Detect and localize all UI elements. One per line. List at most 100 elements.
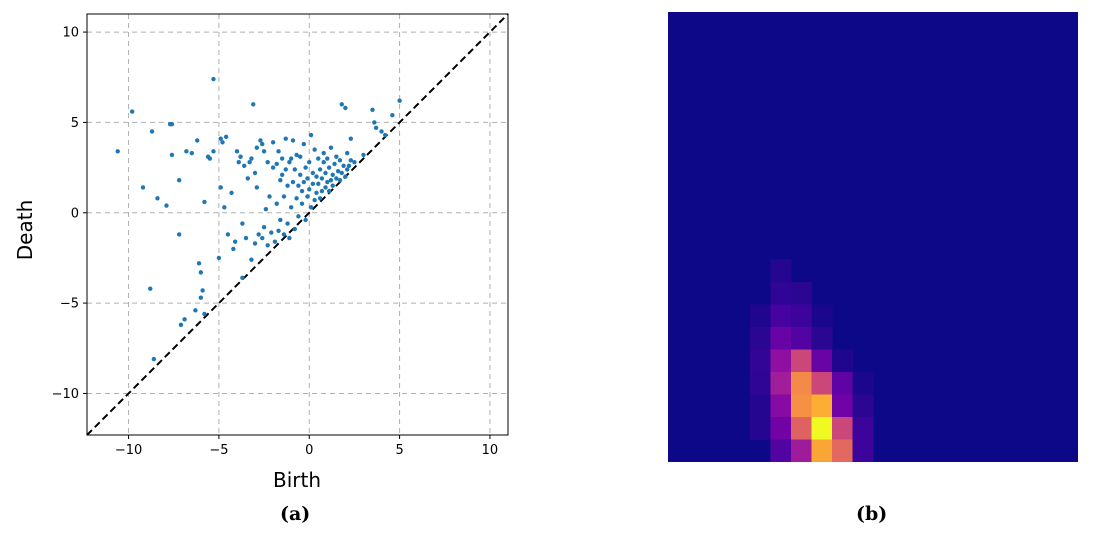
scatter-point (283, 136, 288, 141)
scatter-point (249, 156, 254, 161)
heatmap-cell (750, 304, 771, 328)
scatter-point (325, 156, 330, 161)
scatter-point (240, 275, 245, 281)
heatmap-cell (811, 349, 833, 373)
scatter-point (303, 165, 308, 170)
scatter-point (339, 102, 344, 107)
scatter-point (298, 154, 303, 159)
scatter-point (361, 152, 366, 158)
scatter-point (308, 132, 314, 138)
scatter-point (231, 246, 236, 252)
scatter-point (296, 214, 301, 219)
scatter-point (251, 102, 256, 107)
scatter-point (265, 159, 270, 165)
scatter-point (312, 197, 317, 203)
scatter-point (323, 185, 328, 190)
heatmap-cell (750, 372, 771, 395)
scatter-point (299, 201, 305, 206)
scatter-point (222, 205, 227, 210)
scatter-point (195, 138, 200, 143)
scatter-point (321, 159, 326, 165)
scatter-point (334, 154, 339, 159)
scatter-point (115, 149, 120, 154)
scatter-point (247, 159, 252, 165)
scatter-point (281, 194, 287, 199)
scatter-point (344, 167, 350, 172)
scatter-point (296, 183, 301, 188)
x-tick-label: −5 (209, 443, 228, 458)
scatter-point (346, 163, 352, 168)
heatmap-cell (811, 439, 833, 462)
scatter-point (326, 165, 332, 170)
scatter-point (337, 178, 343, 183)
heatmap-cell (750, 327, 771, 350)
scatter-point (301, 141, 307, 147)
scatter-point (234, 149, 240, 154)
panel-label-a: (a) (280, 503, 311, 525)
heatmap-cell (852, 394, 874, 418)
scatter-point (229, 190, 234, 196)
diagonal-line-group (86, 13, 509, 436)
scatter-point (348, 136, 354, 141)
scatter-point (397, 98, 402, 103)
scatter-point (373, 125, 379, 131)
scatter-point (274, 201, 279, 206)
scatter-point (193, 308, 198, 313)
heatmap-cell (791, 417, 812, 440)
scatter-point (149, 129, 155, 134)
scatter-point (316, 156, 321, 161)
x-tick-label: 0 (305, 443, 313, 458)
scatter-point (319, 176, 325, 181)
scatter-point (279, 156, 285, 161)
scatter-point (198, 295, 204, 300)
scatter-points (115, 76, 402, 362)
scatter-point (339, 170, 344, 176)
panel-label-b: (b) (856, 503, 888, 525)
scatter-point (379, 129, 384, 134)
scatter-point (307, 159, 312, 165)
axes-border (86, 13, 509, 436)
scatter-point (261, 225, 267, 230)
scatter-point (258, 138, 263, 143)
scatter-point (211, 76, 216, 82)
scatter-point (312, 147, 317, 152)
heatmap-cells (750, 259, 874, 462)
scatter-point (287, 235, 292, 241)
scatter-point (308, 205, 314, 210)
diagonal-line (86, 13, 509, 436)
heatmap-cell (791, 394, 812, 418)
scatter-point (240, 221, 245, 226)
scatter-point (198, 270, 204, 275)
scatter-point (307, 187, 312, 192)
x-tick-label: −10 (115, 443, 142, 458)
heatmap-cell (791, 282, 812, 305)
heatmap-cell (791, 372, 812, 395)
scatter-point (285, 183, 290, 188)
heatmap (668, 12, 1078, 462)
heatmap-cell (811, 304, 833, 328)
y-tick-label: 0 (71, 206, 79, 221)
scatter-point (341, 163, 346, 168)
scatter-point (305, 176, 310, 181)
scatter-point (155, 196, 160, 201)
y-tick-label: −10 (52, 387, 79, 402)
scatter-point (245, 176, 251, 181)
scatter-point (301, 179, 307, 185)
scatter-point (207, 156, 213, 161)
scatter-point (283, 167, 288, 172)
scatter-point (254, 145, 260, 150)
scatter-point (272, 239, 278, 244)
heatmap-cell (832, 372, 853, 395)
scatter-point (330, 183, 335, 188)
scatter-point (176, 232, 182, 237)
scatter-point (290, 179, 296, 185)
scatter-point (335, 168, 341, 174)
scatter-point (317, 196, 323, 201)
scatter-point (256, 232, 261, 237)
x-axis-title: Birth (273, 468, 321, 492)
scatter-point (254, 185, 260, 190)
scatter-point (290, 138, 296, 143)
scatter-point (337, 158, 343, 163)
scatter-point (252, 241, 258, 246)
heatmap-cell (832, 394, 853, 418)
